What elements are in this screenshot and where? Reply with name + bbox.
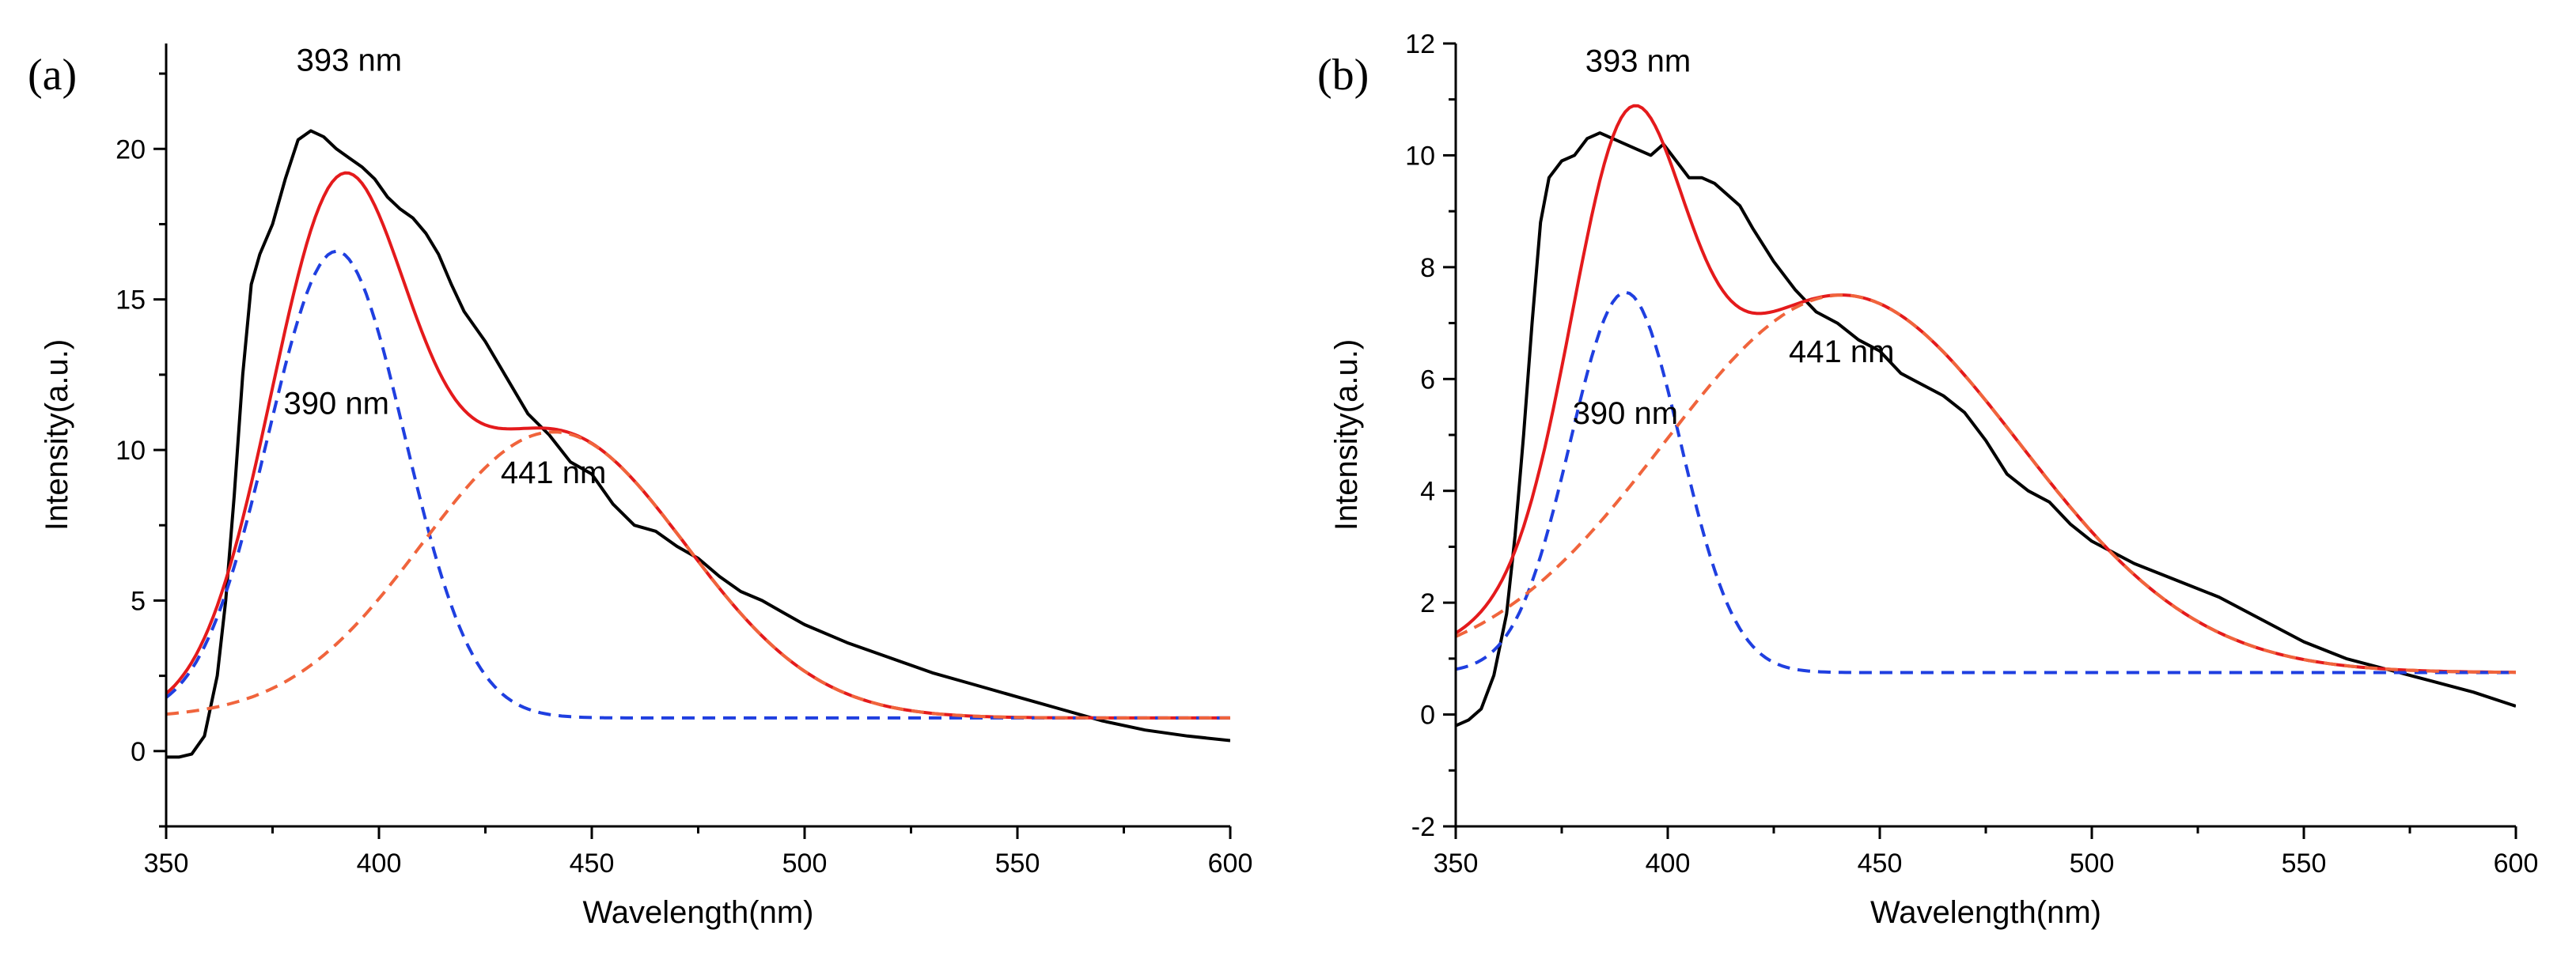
y-tick-label: 10 [116,436,146,466]
y-tick-label: 15 [116,285,146,316]
x-tick-label: 450 [1858,849,1903,879]
y-tick-label: 0 [131,737,146,767]
y-tick-label: 20 [116,134,146,164]
y-tick-label: 6 [1420,365,1435,395]
x-tick-label: 550 [2282,849,2327,879]
series-measured [166,129,1230,759]
y-tick-label: 4 [1420,477,1435,507]
peak-annotation: 390 nm [283,386,388,421]
y-tick-label: 10 [1405,141,1435,171]
y-tick-label: 2 [1420,588,1435,618]
panel-b: (b) 350 400 450 500 550 600 -2 0 2 4 6 8 10 12 Waveleng… [1317,29,2538,930]
series-cumulative-fit [1456,104,2516,675]
y-axis-title: Intensity(a.u.) [40,339,74,531]
series-peak-390-nm [166,249,1230,720]
series-peak-390-nm [1456,290,2516,675]
x-tick-label: 550 [995,849,1040,879]
x-axis-title: Wavelength(nm) [1870,895,2101,930]
series-peak-441-nm [1456,293,2516,675]
panel-a: (a) 350 400 450 500 550 600 0 5 10 15 20 Wavelength(… [28,43,1252,930]
y-tick-label: 0 [1420,701,1435,731]
peak-annotation: 393 nm [297,43,402,77]
x-tick-label: 500 [2070,849,2115,879]
x-tick-label: 350 [1434,849,1479,879]
y-tick-label: -2 [1411,812,1435,842]
y-tick-label: 5 [131,586,146,616]
x-tick-label: 600 [2494,849,2539,879]
peak-annotation: 390 nm [1573,396,1678,431]
peak-annotation: 441 nm [1789,334,1894,369]
x-tick-label: 400 [357,849,402,879]
y-tick-label: 12 [1405,29,1435,59]
panel-label: (b) [1317,51,1369,100]
x-tick-label: 400 [1646,849,1691,879]
plot-area [166,129,1230,759]
plot-area [1456,104,2516,728]
peak-annotation: 441 nm [501,455,606,490]
x-tick-label: 500 [782,849,828,879]
panel-label: (a) [28,51,77,100]
x-tick-label: 350 [144,849,189,879]
series-cumulative-fit [166,171,1230,720]
x-tick-label: 450 [570,849,615,879]
series-peak-441-nm [166,430,1230,720]
x-axis-title: Wavelength(nm) [583,895,814,930]
y-axis-title: Intensity(a.u.) [1329,339,1364,531]
x-tick-label: 600 [1208,849,1253,879]
y-tick-label: 8 [1420,253,1435,283]
peak-annotation: 393 nm [1585,43,1691,78]
series-measured [1456,131,2516,728]
